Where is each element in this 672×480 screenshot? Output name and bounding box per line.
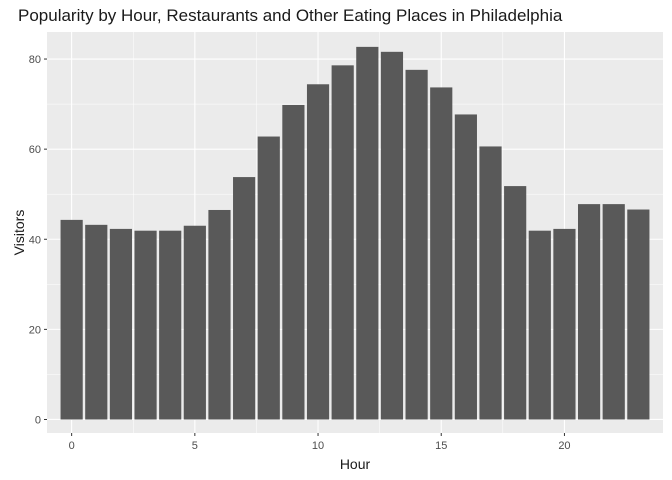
y-tick-label: 0 [35, 414, 41, 426]
bar-hour-21 [577, 204, 601, 420]
bar-hour-11 [331, 65, 354, 420]
bar-hour-6 [208, 209, 231, 420]
x-tick-label: 15 [435, 440, 447, 452]
bar-hour-0 [60, 219, 83, 420]
bar-hour-18 [504, 186, 527, 420]
bar-hour-4 [159, 230, 182, 420]
bar-hour-12 [356, 46, 379, 420]
bar-hour-10 [306, 84, 330, 420]
bar-hour-17 [479, 146, 502, 420]
bar-hour-14 [405, 69, 428, 420]
bar-hour-19 [528, 230, 551, 420]
bar-hour-13 [380, 51, 404, 420]
bar-hour-1 [85, 224, 108, 420]
y-tick-label: 20 [29, 324, 41, 336]
x-axis-label: Hour [340, 456, 371, 472]
chart-title: Popularity by Hour, Restaurants and Othe… [18, 6, 563, 25]
bar-hour-7 [233, 177, 256, 420]
x-tick-label: 5 [192, 440, 198, 452]
bar-hour-8 [257, 136, 280, 420]
y-tick-label: 60 [29, 144, 41, 156]
y-tick-label: 80 [29, 54, 41, 66]
bars [60, 46, 650, 420]
bar-hour-20 [553, 228, 576, 420]
bar-hour-22 [602, 204, 625, 420]
x-tick-label: 0 [69, 440, 75, 452]
bar-hour-23 [627, 209, 650, 420]
ticks: 0 20 40 60 80 0 5 10 15 20 [29, 54, 571, 452]
bar-hour-3 [134, 230, 157, 420]
bar-hour-15 [430, 87, 453, 420]
x-tick-label: 20 [558, 440, 570, 452]
bar-hour-2 [109, 228, 133, 420]
bar-hour-9 [282, 104, 305, 420]
y-tick-label: 40 [29, 234, 41, 246]
bar-hour-5 [183, 225, 206, 420]
bar-hour-16 [454, 114, 477, 420]
x-tick-label: 10 [312, 440, 324, 452]
y-axis-label: Visitors [11, 210, 27, 256]
